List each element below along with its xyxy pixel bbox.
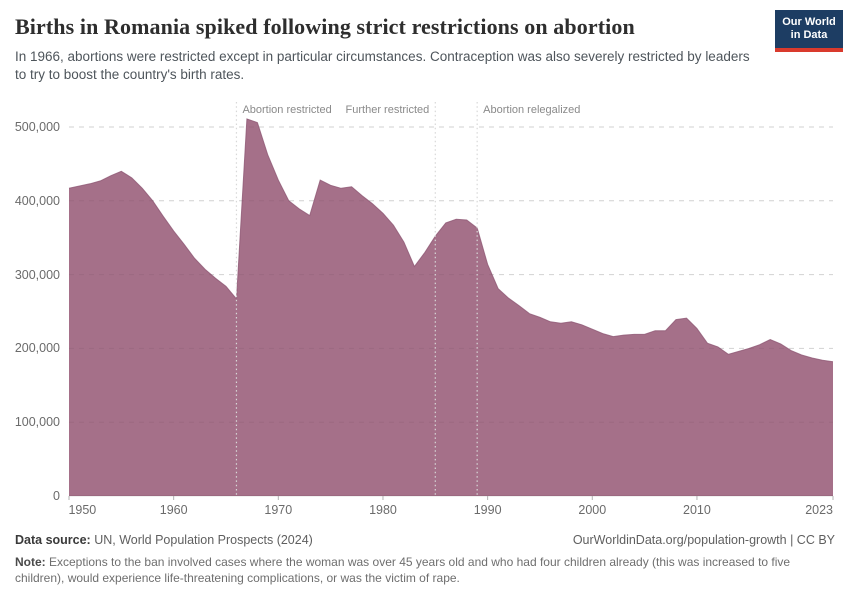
y-axis-label: 500,000: [14, 120, 60, 134]
logo-line1: Our World: [782, 16, 836, 28]
x-axis-label: 2010: [683, 503, 711, 517]
x-axis-label: 1960: [159, 503, 188, 517]
data-source-label: Data source:: [15, 533, 91, 547]
chart-subtitle: In 1966, abortions were restricted excep…: [15, 49, 750, 82]
y-axis-label: 0: [53, 489, 60, 503]
owid-license-link[interactable]: OurWorldinData.org/population-growth | C…: [572, 533, 835, 547]
y-axis-label: 300,000: [14, 267, 60, 282]
series-edge-line: [68, 118, 834, 363]
x-axis-label: 2000: [578, 503, 607, 517]
logo-line2: in Data: [790, 29, 828, 41]
note-label: Note:: [15, 555, 46, 569]
annotation-label: Abortion restricted: [242, 104, 332, 116]
chart-header: Births in Romania spiked following stric…: [15, 14, 765, 83]
data-source-text: UN, World Population Prospects (2024): [90, 533, 313, 547]
y-axis-label: 200,000: [14, 341, 60, 356]
annotation-label: Abortion relegalized: [483, 104, 581, 116]
x-axis-label: 2023: [805, 503, 833, 517]
data-source: Data source: UN, World Population Prospe…: [15, 532, 313, 548]
y-axis-label: 100,000: [14, 415, 60, 430]
x-axis-label: 1990: [473, 503, 502, 517]
y-axis-label: 400,000: [14, 193, 60, 208]
births-area-series: [69, 118, 833, 497]
x-axis-label: 1970: [264, 503, 293, 517]
chart-note: Note: Exceptions to the ban involved cas…: [15, 555, 833, 586]
x-axis-label: 1980: [369, 503, 397, 517]
annotation-label: Further restricted: [345, 104, 430, 116]
note-text: Exceptions to the ban involved cases whe…: [15, 555, 791, 585]
page-title: Births in Romania spiked following stric…: [15, 14, 635, 39]
chart-footer: Data source: UN, World Population Prospe…: [15, 532, 835, 586]
owid-logo[interactable]: Our World in Data: [775, 10, 843, 52]
x-axis-label: 1950: [68, 503, 97, 517]
